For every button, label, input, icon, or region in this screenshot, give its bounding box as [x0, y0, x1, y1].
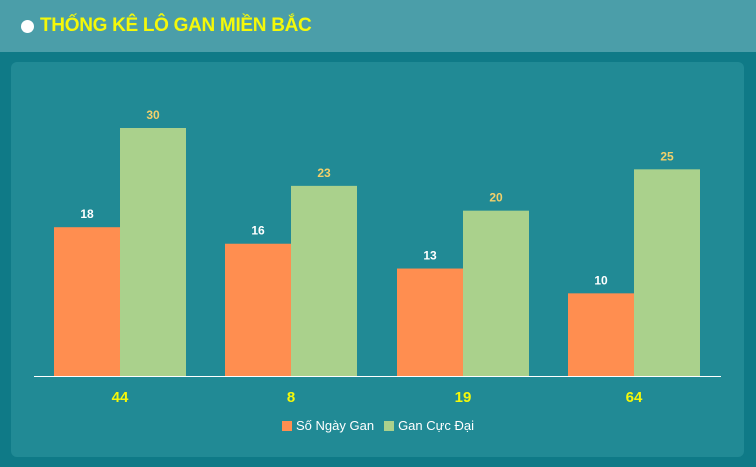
bar-64-series-1[interactable]	[568, 293, 634, 376]
bar-64-series-2[interactable]	[634, 169, 700, 376]
legend-swatch-so-ngay-gan	[282, 420, 293, 431]
bullet-icon	[21, 19, 34, 33]
bar-19-series-2[interactable]	[463, 210, 529, 376]
value-label-8-series-2: 23	[317, 166, 331, 180]
category-label-19: 19	[455, 389, 472, 406]
page-title: THỐNG KÊ LÔ GAN MIỀN BẮC	[40, 15, 312, 36]
bar-19-series-1[interactable]	[397, 268, 463, 376]
category-label-44: 44	[112, 389, 129, 406]
value-label-19-series-2: 20	[489, 191, 503, 205]
value-label-64-series-1: 10	[594, 273, 608, 287]
category-label-8: 8	[287, 389, 295, 406]
bar-44-series-1[interactable]	[54, 227, 120, 376]
value-label-64-series-2: 25	[660, 149, 674, 163]
value-label-44-series-2: 30	[146, 108, 160, 122]
legend-label-gan-cuc-dai: Gan Cực Đại	[398, 418, 474, 433]
header-bar: THỐNG KÊ LÔ GAN MIỀN BẮC	[0, 0, 756, 52]
bar-8-series-1[interactable]	[225, 243, 291, 376]
bar-8-series-2[interactable]	[291, 185, 357, 376]
legend-item-so-ngay-gan[interactable]: Số Ngày Gan	[282, 418, 374, 433]
value-label-8-series-1: 16	[251, 224, 265, 238]
value-label-44-series-1: 18	[80, 207, 94, 221]
legend-label-so-ngay-gan: Số Ngày Gan	[296, 418, 375, 433]
chart-legend: Số Ngày Gan Gan Cực Đại	[0, 418, 756, 433]
legend-item-gan-cuc-dai[interactable]: Gan Cực Đại	[384, 418, 474, 433]
bar-44-series-2[interactable]	[120, 128, 186, 376]
category-label-64: 64	[626, 389, 643, 406]
legend-swatch-gan-cuc-dai	[384, 420, 395, 431]
value-label-19-series-1: 13	[423, 249, 437, 263]
